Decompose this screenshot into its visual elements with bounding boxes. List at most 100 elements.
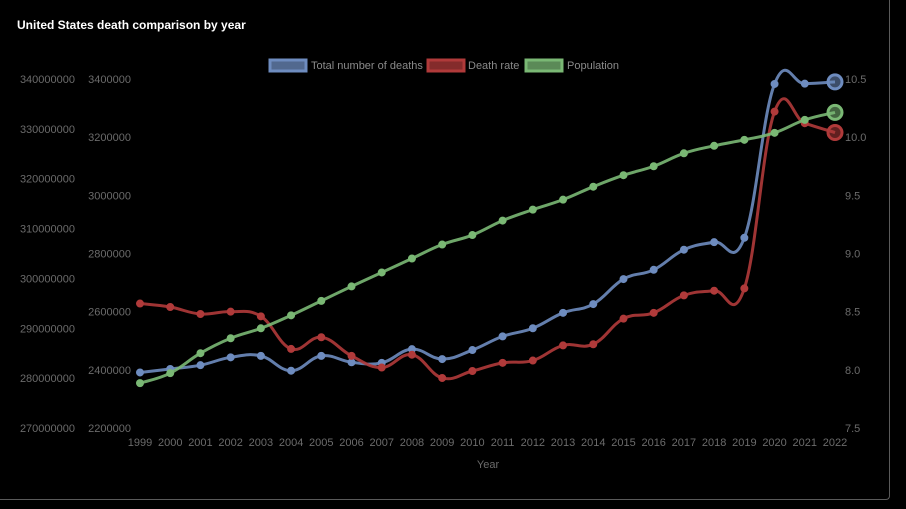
rate-tick-label: 9.5 [845, 190, 860, 202]
legend-label[interactable]: Population [567, 60, 619, 72]
population-point[interactable] [196, 349, 205, 358]
death-rate-point[interactable] [136, 299, 144, 308]
population-tick-label: 340000000 [20, 74, 75, 86]
total-number-of-deaths-point[interactable] [649, 265, 658, 274]
population-point[interactable] [770, 128, 779, 137]
population-point[interactable] [619, 171, 628, 180]
death-rate-point[interactable] [589, 340, 598, 349]
death-rate-point[interactable] [559, 341, 568, 350]
total-number-of-deaths-point[interactable] [710, 238, 719, 247]
rate-tick-label: 9.0 [845, 249, 860, 261]
population-point[interactable] [438, 240, 447, 249]
population-point[interactable] [710, 141, 719, 150]
year-axis: 1999 2000 2001 2002 2003 2004 2005 2006 2007 2008… [128, 437, 847, 449]
rate-tick-label: 8.5 [845, 307, 860, 319]
chart-panel [0, 0, 890, 500]
death-rate-point[interactable] [407, 350, 416, 359]
population-tick-label: 270000000 [20, 423, 75, 435]
population-point[interactable] [826, 103, 844, 121]
legend-label[interactable]: Death rate [468, 60, 519, 72]
population-point[interactable] [559, 195, 568, 204]
death-rate-point[interactable] [498, 358, 507, 367]
population-point[interactable] [528, 205, 537, 214]
population-point[interactable] [649, 162, 658, 171]
total-number-of-deaths-point[interactable] [528, 324, 537, 333]
death-rate-point[interactable] [468, 366, 477, 375]
death-rate-point[interactable] [826, 124, 844, 142]
population-point[interactable] [800, 115, 809, 124]
total-number-of-deaths-point[interactable] [826, 73, 844, 91]
total-number-of-deaths-point[interactable] [468, 346, 477, 355]
death-rate-point[interactable] [317, 333, 326, 342]
death-rate-point[interactable] [347, 351, 356, 360]
legend-label[interactable]: Total number of deaths [311, 60, 423, 72]
total-number-of-deaths-point[interactable] [317, 351, 326, 360]
total-number-of-deaths-point[interactable] [136, 368, 144, 377]
legend-swatch[interactable] [426, 58, 466, 73]
total-number-of-deaths-point[interactable] [589, 300, 598, 309]
total-number-of-deaths-point[interactable] [800, 79, 809, 88]
death-rate-point[interactable] [256, 312, 265, 321]
death-rate-point[interactable] [710, 286, 719, 295]
series-lines [136, 68, 844, 388]
total-number-of-deaths-point[interactable] [226, 353, 235, 362]
year-tick-label: 2012 [521, 437, 545, 449]
death-rate-point[interactable] [619, 314, 628, 323]
population-point[interactable] [740, 135, 749, 144]
death-rate-point[interactable] [226, 307, 235, 316]
total-number-of-deaths-point[interactable] [438, 355, 447, 364]
year-tick-label: 1999 [128, 437, 152, 449]
death-rate-point[interactable] [679, 291, 688, 300]
deaths-tick-label: 2400000 [88, 365, 131, 377]
death-rate-point[interactable] [438, 373, 447, 382]
total-number-of-deaths-point[interactable] [619, 275, 628, 284]
death-rate-point[interactable] [740, 284, 749, 293]
year-tick-label: 2005 [309, 437, 333, 449]
population-tick-label: 320000000 [20, 174, 75, 186]
year-tick-label: 2004 [279, 437, 303, 449]
population-point[interactable] [498, 216, 507, 225]
population-point[interactable] [679, 149, 688, 158]
population-point[interactable] [589, 182, 598, 191]
death-rate-point[interactable] [196, 309, 205, 318]
total-number-of-deaths-point[interactable] [498, 332, 507, 341]
total-number-of-deaths-point[interactable] [740, 233, 749, 242]
population-point[interactable] [347, 282, 356, 291]
year-tick-label: 2022 [823, 437, 847, 449]
population-point[interactable] [226, 334, 235, 343]
death-rate-point[interactable] [770, 107, 779, 116]
death-rate-point[interactable] [287, 344, 296, 353]
total-number-of-deaths-point[interactable] [256, 351, 265, 360]
population-point[interactable] [468, 231, 477, 240]
death-rate-line [139, 97, 836, 381]
rate-tick-label: 10.5 [845, 74, 866, 86]
population-tick-label: 300000000 [20, 273, 75, 285]
population-point[interactable] [136, 379, 144, 388]
population-point[interactable] [377, 268, 386, 277]
year-tick-label: 2001 [188, 437, 212, 449]
deaths-axis: 2200000 2400000 2600000 2800000 3000000 32000… [88, 74, 131, 435]
population-point[interactable] [287, 311, 296, 320]
population-point[interactable] [256, 324, 265, 333]
year-tick-label: 2006 [339, 437, 363, 449]
death-rate-point[interactable] [649, 308, 658, 317]
population-point[interactable] [407, 254, 416, 263]
legend-swatch[interactable] [524, 58, 564, 73]
total-number-of-deaths-point[interactable] [559, 308, 568, 317]
population-tick-label: 310000000 [20, 224, 75, 236]
death-rate-point[interactable] [166, 303, 175, 312]
total-number-of-deaths-point[interactable] [679, 245, 688, 254]
death-rate-point[interactable] [377, 363, 386, 372]
year-tick-label: 2018 [702, 437, 726, 449]
total-number-of-deaths-point[interactable] [770, 79, 779, 88]
year-tick-label: 2017 [672, 437, 696, 449]
year-tick-label: 2007 [369, 437, 393, 449]
total-number-of-deaths-point[interactable] [287, 366, 296, 375]
total-number-of-deaths-point[interactable] [196, 361, 205, 370]
legend-swatch[interactable] [268, 58, 308, 73]
death-rate-point[interactable] [528, 356, 537, 365]
year-tick-label: 2014 [581, 437, 605, 449]
population-point[interactable] [317, 296, 326, 305]
population-point[interactable] [166, 369, 175, 378]
year-tick-label: 2020 [762, 437, 786, 449]
